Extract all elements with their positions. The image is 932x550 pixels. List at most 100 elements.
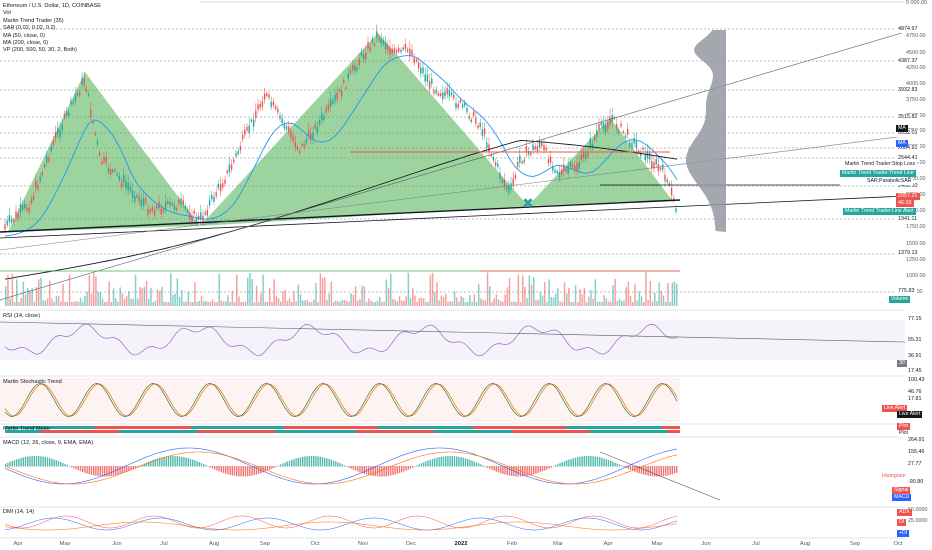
macd-histogram-bar (88, 466, 90, 475)
legend-vol[interactable]: Vol (3, 10, 11, 17)
indicator-tag[interactable]: Martin Trend Trader:Line Alert (843, 208, 916, 215)
time-axis-label: Jul (752, 541, 760, 547)
price-level-label[interactable]: 1941.11 (896, 216, 920, 223)
symbol-title[interactable]: Ethereum / U.S. Dollar, 1D, COINBASE (3, 3, 101, 9)
macd-histogram-bar (396, 466, 398, 474)
volume-bar (165, 301, 168, 306)
plot-tag[interactable]: Plot (897, 430, 910, 437)
macd-histogram-bar (495, 466, 497, 472)
stoch-pane-title[interactable]: Martin Stochastic Trend (3, 379, 62, 385)
meter-cell (416, 430, 419, 433)
macd-tag[interactable]: Signal (892, 487, 911, 494)
candle-body (180, 198, 182, 205)
live-alert-tag[interactable]: Live Alert (897, 411, 923, 418)
meter-cell (407, 426, 410, 429)
chart-canvas[interactable]: ✖ (0, 0, 905, 550)
indicator-tag[interactable]: Volume (889, 296, 911, 303)
macd-histogram-bar (374, 466, 376, 477)
price-level-label[interactable]: 2544.41 (896, 155, 920, 162)
indicator-tag[interactable]: MA (896, 140, 908, 147)
macd-histogram-bar (16, 459, 18, 467)
macd-histogram-bar (385, 466, 387, 477)
dmi-tag[interactable]: +DI (897, 530, 910, 537)
candle-body (367, 42, 369, 49)
meter-cell (119, 426, 122, 429)
dmi-tag[interactable]: ADX (897, 509, 912, 516)
indicator-tag[interactable]: Martin Trend Trader:Trend Line (840, 170, 916, 177)
price-level-label[interactable]: 2684.91 (896, 145, 920, 152)
legend-martin-trend-trader[interactable]: Martin Trend Trader (35) (3, 17, 64, 24)
candle-body (13, 219, 15, 223)
price-level-label[interactable]: 2408.10 (896, 183, 920, 190)
live-alert-tag[interactable]: Live Alert (882, 405, 908, 412)
meter-cell (185, 430, 188, 433)
rsi-tag[interactable]: 30 (897, 360, 907, 367)
macd-histogram-bar (108, 466, 110, 477)
price-level-label[interactable]: 2057.21 (896, 193, 920, 200)
meter-cell (338, 430, 341, 433)
legend-volume-profile[interactable]: VP (200, 500, 50, 30, 2, Both) (3, 47, 77, 54)
meter-cell (587, 426, 590, 429)
legend-sar[interactable]: SAR (0.02, 0.02, 0.2) (3, 25, 56, 32)
meter-cell (560, 430, 563, 433)
macd-histogram-bar (431, 458, 434, 467)
price-level-label[interactable]: 3032.01 (896, 130, 920, 137)
volume-bar (592, 298, 594, 306)
price-level-label[interactable]: 4874.97 (896, 26, 920, 33)
meter-cell (440, 426, 443, 429)
volume-bar (456, 297, 458, 306)
volume-bar (86, 291, 88, 306)
indicator-tag[interactable]: MA (896, 125, 908, 132)
legend-ma50[interactable]: MA (50, close, 0) (3, 32, 45, 39)
candle-body (532, 144, 534, 150)
volume-bar (264, 302, 267, 306)
dmi-tag[interactable]: DI (897, 519, 907, 526)
macd-histogram-bar (291, 459, 293, 467)
macd-histogram-bar (539, 466, 541, 473)
volume-bar (638, 290, 641, 306)
candle-body (525, 145, 528, 153)
dmi-pane-title[interactable]: DMI (14, 14) (3, 509, 35, 515)
volume-bar (251, 279, 253, 306)
candle-body (351, 65, 354, 70)
meter-cell (359, 426, 362, 429)
price-level-label[interactable]: 46:28 (896, 200, 914, 207)
meter-cell (401, 426, 404, 429)
candle-body (470, 119, 473, 122)
volume-bar (497, 299, 500, 306)
macd-tag[interactable]: Histogram (880, 473, 908, 480)
meter-cell (404, 426, 407, 429)
macd-pane-title[interactable]: MACD (12, 26, close, 9, EMA, EMA) (3, 440, 94, 446)
plot-tag[interactable]: Plot (897, 423, 910, 430)
candle-body (92, 121, 94, 124)
indicator-tag[interactable]: Martin Trend Trader:Stop Loss (843, 161, 918, 168)
indicator-tag[interactable]: SAR:ParabolicSAR (865, 178, 914, 185)
price-level-label[interactable]: 4387.37 (896, 58, 920, 65)
macd-tag[interactable]: MACD (892, 494, 912, 501)
volume-bar (357, 300, 359, 306)
candle-body (98, 152, 101, 156)
rsi-pane-title[interactable]: RSI (14, close) (3, 313, 40, 319)
volume-bar (603, 295, 605, 306)
candle-body (123, 175, 125, 183)
price-level-label[interactable]: 1379.13 (896, 250, 920, 257)
candle-body (365, 52, 367, 60)
price-level-label[interactable]: 3932.83 (896, 87, 920, 94)
macd-histogram-bar (82, 466, 84, 473)
macd-histogram-bar (253, 466, 255, 476)
legend-ma200[interactable]: MA (200, close, 0) (3, 40, 49, 47)
price-level-label[interactable]: 775.83 (896, 288, 917, 295)
macd-histogram-bar (640, 466, 643, 475)
candle-body (4, 224, 6, 230)
meter-cell (455, 426, 458, 429)
meter-cell (536, 430, 539, 433)
meter-pane-title[interactable]: Martin Trend Meter (3, 426, 51, 432)
candle-body (402, 47, 404, 50)
meter-cell (305, 430, 308, 433)
meter-cell (221, 426, 224, 429)
macd-histogram-bar (44, 457, 46, 467)
macd-histogram-bar (150, 460, 152, 467)
meter-cell (299, 426, 302, 429)
price-level-label[interactable]: 3515.82 (896, 114, 920, 121)
